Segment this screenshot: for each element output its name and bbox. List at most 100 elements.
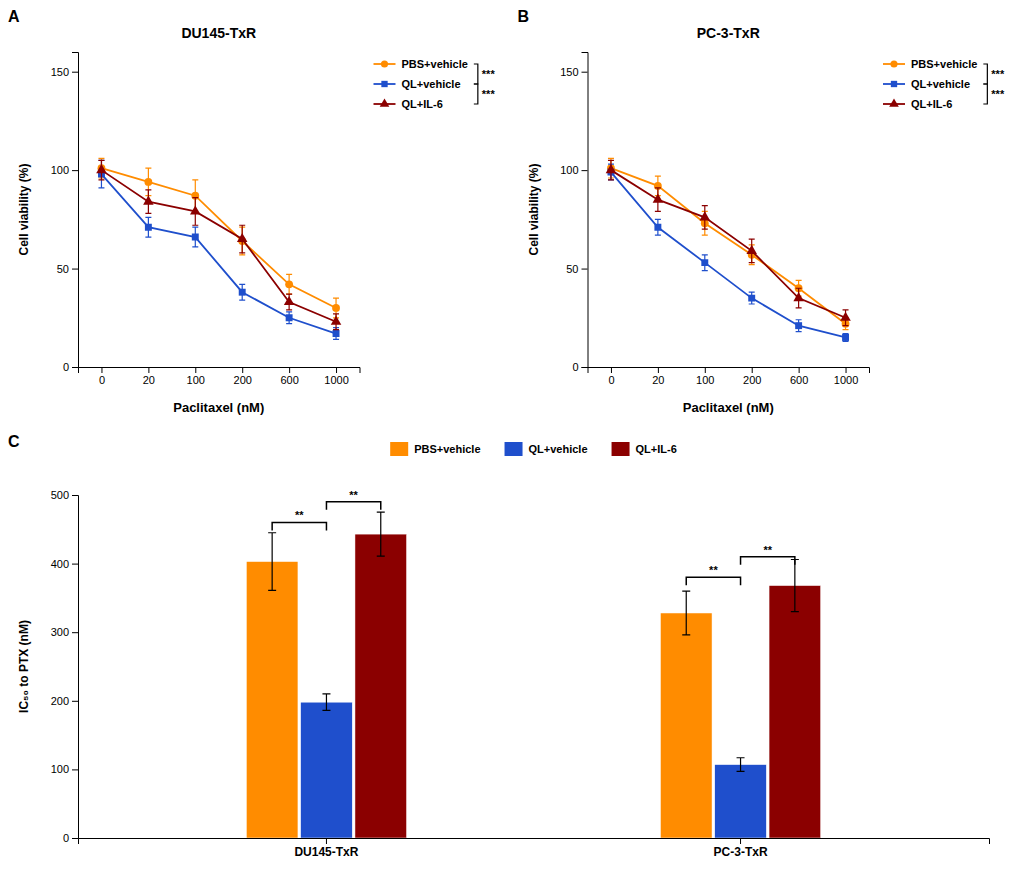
significance-bracket — [741, 557, 795, 565]
panel-label: A — [8, 8, 20, 25]
panel-label: B — [518, 8, 530, 25]
point — [145, 224, 152, 231]
point — [284, 296, 295, 305]
significance-bracket — [983, 64, 987, 84]
error-bar — [655, 219, 661, 235]
point — [144, 178, 152, 186]
tick: 0 — [99, 367, 105, 386]
legend-label: QL+vehicle — [911, 78, 970, 90]
error-bar — [796, 320, 802, 332]
legend-marker — [381, 81, 387, 87]
y-axis: 050100150 — [51, 53, 79, 374]
tick-mark — [611, 367, 612, 373]
tick-mark — [72, 838, 78, 839]
tick-label: 20 — [143, 374, 155, 386]
legend-item: PBS+vehicle — [390, 442, 480, 456]
point — [842, 334, 849, 341]
tick-label: 600 — [280, 374, 298, 386]
series — [98, 158, 340, 317]
tick-label: 500 — [51, 489, 69, 501]
tick-label: 50 — [57, 263, 69, 275]
tick-label: PC-3-TxR — [714, 845, 768, 859]
series — [606, 160, 851, 325]
legend-marker — [890, 60, 897, 67]
error-bar — [749, 292, 755, 304]
tick: 100 — [51, 164, 78, 176]
line — [101, 170, 336, 322]
point — [701, 259, 708, 266]
significance-label: ** — [295, 509, 304, 521]
tick-mark — [289, 367, 290, 373]
line — [101, 168, 336, 308]
tick-label: 100 — [51, 164, 69, 176]
significance-bracket — [474, 84, 478, 104]
tick: 0 — [608, 367, 614, 386]
y-axis: 050100150 — [560, 53, 588, 374]
series — [355, 512, 821, 838]
tick-mark — [740, 838, 741, 844]
error-bar — [145, 217, 151, 237]
significance-bracket — [474, 64, 478, 84]
tick: 100 — [696, 367, 714, 386]
tick-mark — [72, 495, 78, 496]
legend-label: QL+vehicle — [402, 78, 461, 90]
line — [611, 172, 846, 337]
legend-item: QL+vehicle — [374, 78, 461, 90]
axis-line — [79, 839, 990, 845]
axis-line — [72, 53, 79, 368]
point — [840, 312, 851, 321]
point — [96, 164, 107, 173]
tick-mark — [148, 367, 149, 373]
point — [333, 330, 340, 337]
tick-label: 0 — [572, 361, 578, 373]
point — [286, 314, 293, 321]
tick: DU145-TxR — [294, 838, 358, 859]
error-bar — [737, 758, 745, 772]
point — [331, 316, 342, 325]
bar — [246, 562, 298, 838]
tick-label: 200 — [51, 695, 69, 707]
tick-label: 100 — [696, 374, 714, 386]
tick-label: 20 — [652, 374, 664, 386]
significance-label: ** — [709, 564, 718, 576]
tick: 300 — [51, 626, 78, 638]
tick: 0 — [572, 361, 587, 373]
annotations: ******** — [272, 489, 795, 585]
significance-bracket — [326, 502, 380, 510]
series — [246, 533, 712, 838]
tick: 150 — [51, 66, 78, 78]
series — [96, 160, 341, 329]
error-bar — [268, 533, 276, 591]
significance-label: *** — [482, 68, 496, 80]
axis-line — [582, 53, 589, 368]
tick: 20 — [652, 367, 664, 386]
tick-mark — [72, 269, 78, 270]
tick: 200 — [51, 695, 78, 707]
legend-label: PBS+vehicle — [911, 58, 977, 70]
legend-label: PBS+vehicle — [414, 443, 480, 455]
y-axis-title: Cell viability (%) — [527, 163, 541, 255]
tick-label: 200 — [743, 374, 761, 386]
plot-area — [96, 158, 341, 339]
tick-label: 400 — [51, 558, 69, 570]
error-bar — [377, 512, 385, 556]
tick-label: 150 — [560, 66, 578, 78]
tick-label: 0 — [99, 374, 105, 386]
significance-label: *** — [482, 88, 496, 100]
tick-mark — [72, 72, 78, 73]
line — [611, 168, 846, 324]
legend-marker — [381, 60, 388, 67]
tick-label: 100 — [51, 763, 69, 775]
plot-area — [246, 512, 820, 838]
tick-mark — [326, 838, 327, 844]
legend-label: QL+IL-6 — [402, 98, 443, 110]
tick-label: 0 — [608, 374, 614, 386]
tick-mark — [582, 269, 588, 270]
legend-marker — [891, 81, 897, 87]
tick-mark — [846, 367, 847, 373]
point — [606, 164, 617, 173]
tick-label: 1000 — [834, 374, 858, 386]
axis-line — [79, 368, 361, 374]
panel-label: C — [8, 433, 20, 450]
error-bar — [192, 227, 198, 247]
